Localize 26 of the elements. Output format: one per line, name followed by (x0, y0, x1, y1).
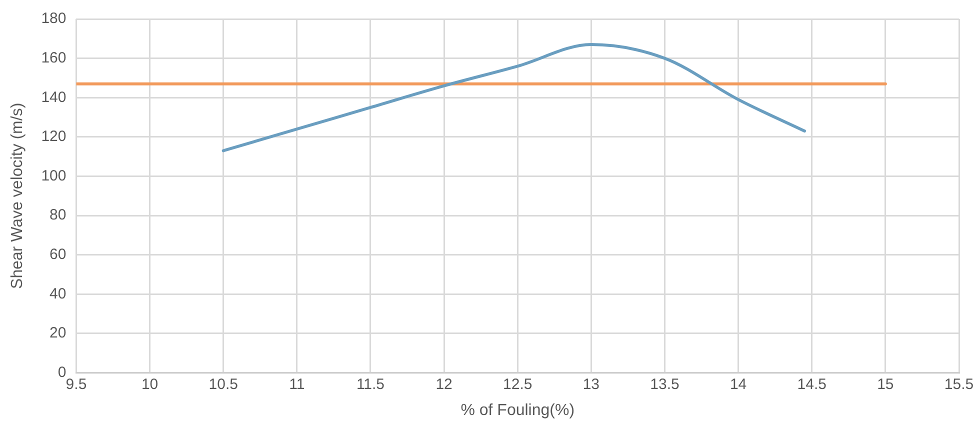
y-tick-label: 80 (50, 206, 66, 224)
x-axis-title: % of Fouling(%) (460, 402, 575, 419)
x-tick-label: 11 (289, 376, 305, 393)
x-tick-label: 15.5 (944, 376, 974, 393)
y-tick-label: 40 (50, 285, 66, 302)
x-tick-label: 15 (877, 376, 894, 393)
y-tick-label: 140 (41, 88, 66, 106)
x-tick-label: 13.5 (650, 376, 680, 393)
y-tick-label: 60 (50, 246, 66, 264)
y-tick-label: 180 (41, 10, 66, 28)
x-tick-label: 11.5 (356, 376, 385, 393)
y-tick-label: 160 (41, 49, 66, 66)
x-tick-label: 9.5 (66, 376, 87, 393)
x-tick-label: 13 (582, 376, 600, 393)
line-series (222, 43, 806, 152)
x-tick-label: 14.5 (797, 376, 826, 393)
x-tick-label: 10 (141, 376, 158, 393)
x-tick-label: 12 (436, 376, 452, 393)
x-tick-label: 10.5 (208, 376, 238, 393)
x-tick-label: 14 (730, 376, 747, 393)
x-tick-label: 12.5 (503, 376, 532, 393)
y-axis-title: Shear Wave velocity (m/s) (9, 102, 26, 289)
y-tick-label: 120 (41, 128, 66, 146)
y-tick-label: 100 (41, 167, 66, 184)
y-tick-label: 20 (50, 324, 66, 342)
y-tick-label: 0 (58, 364, 66, 381)
